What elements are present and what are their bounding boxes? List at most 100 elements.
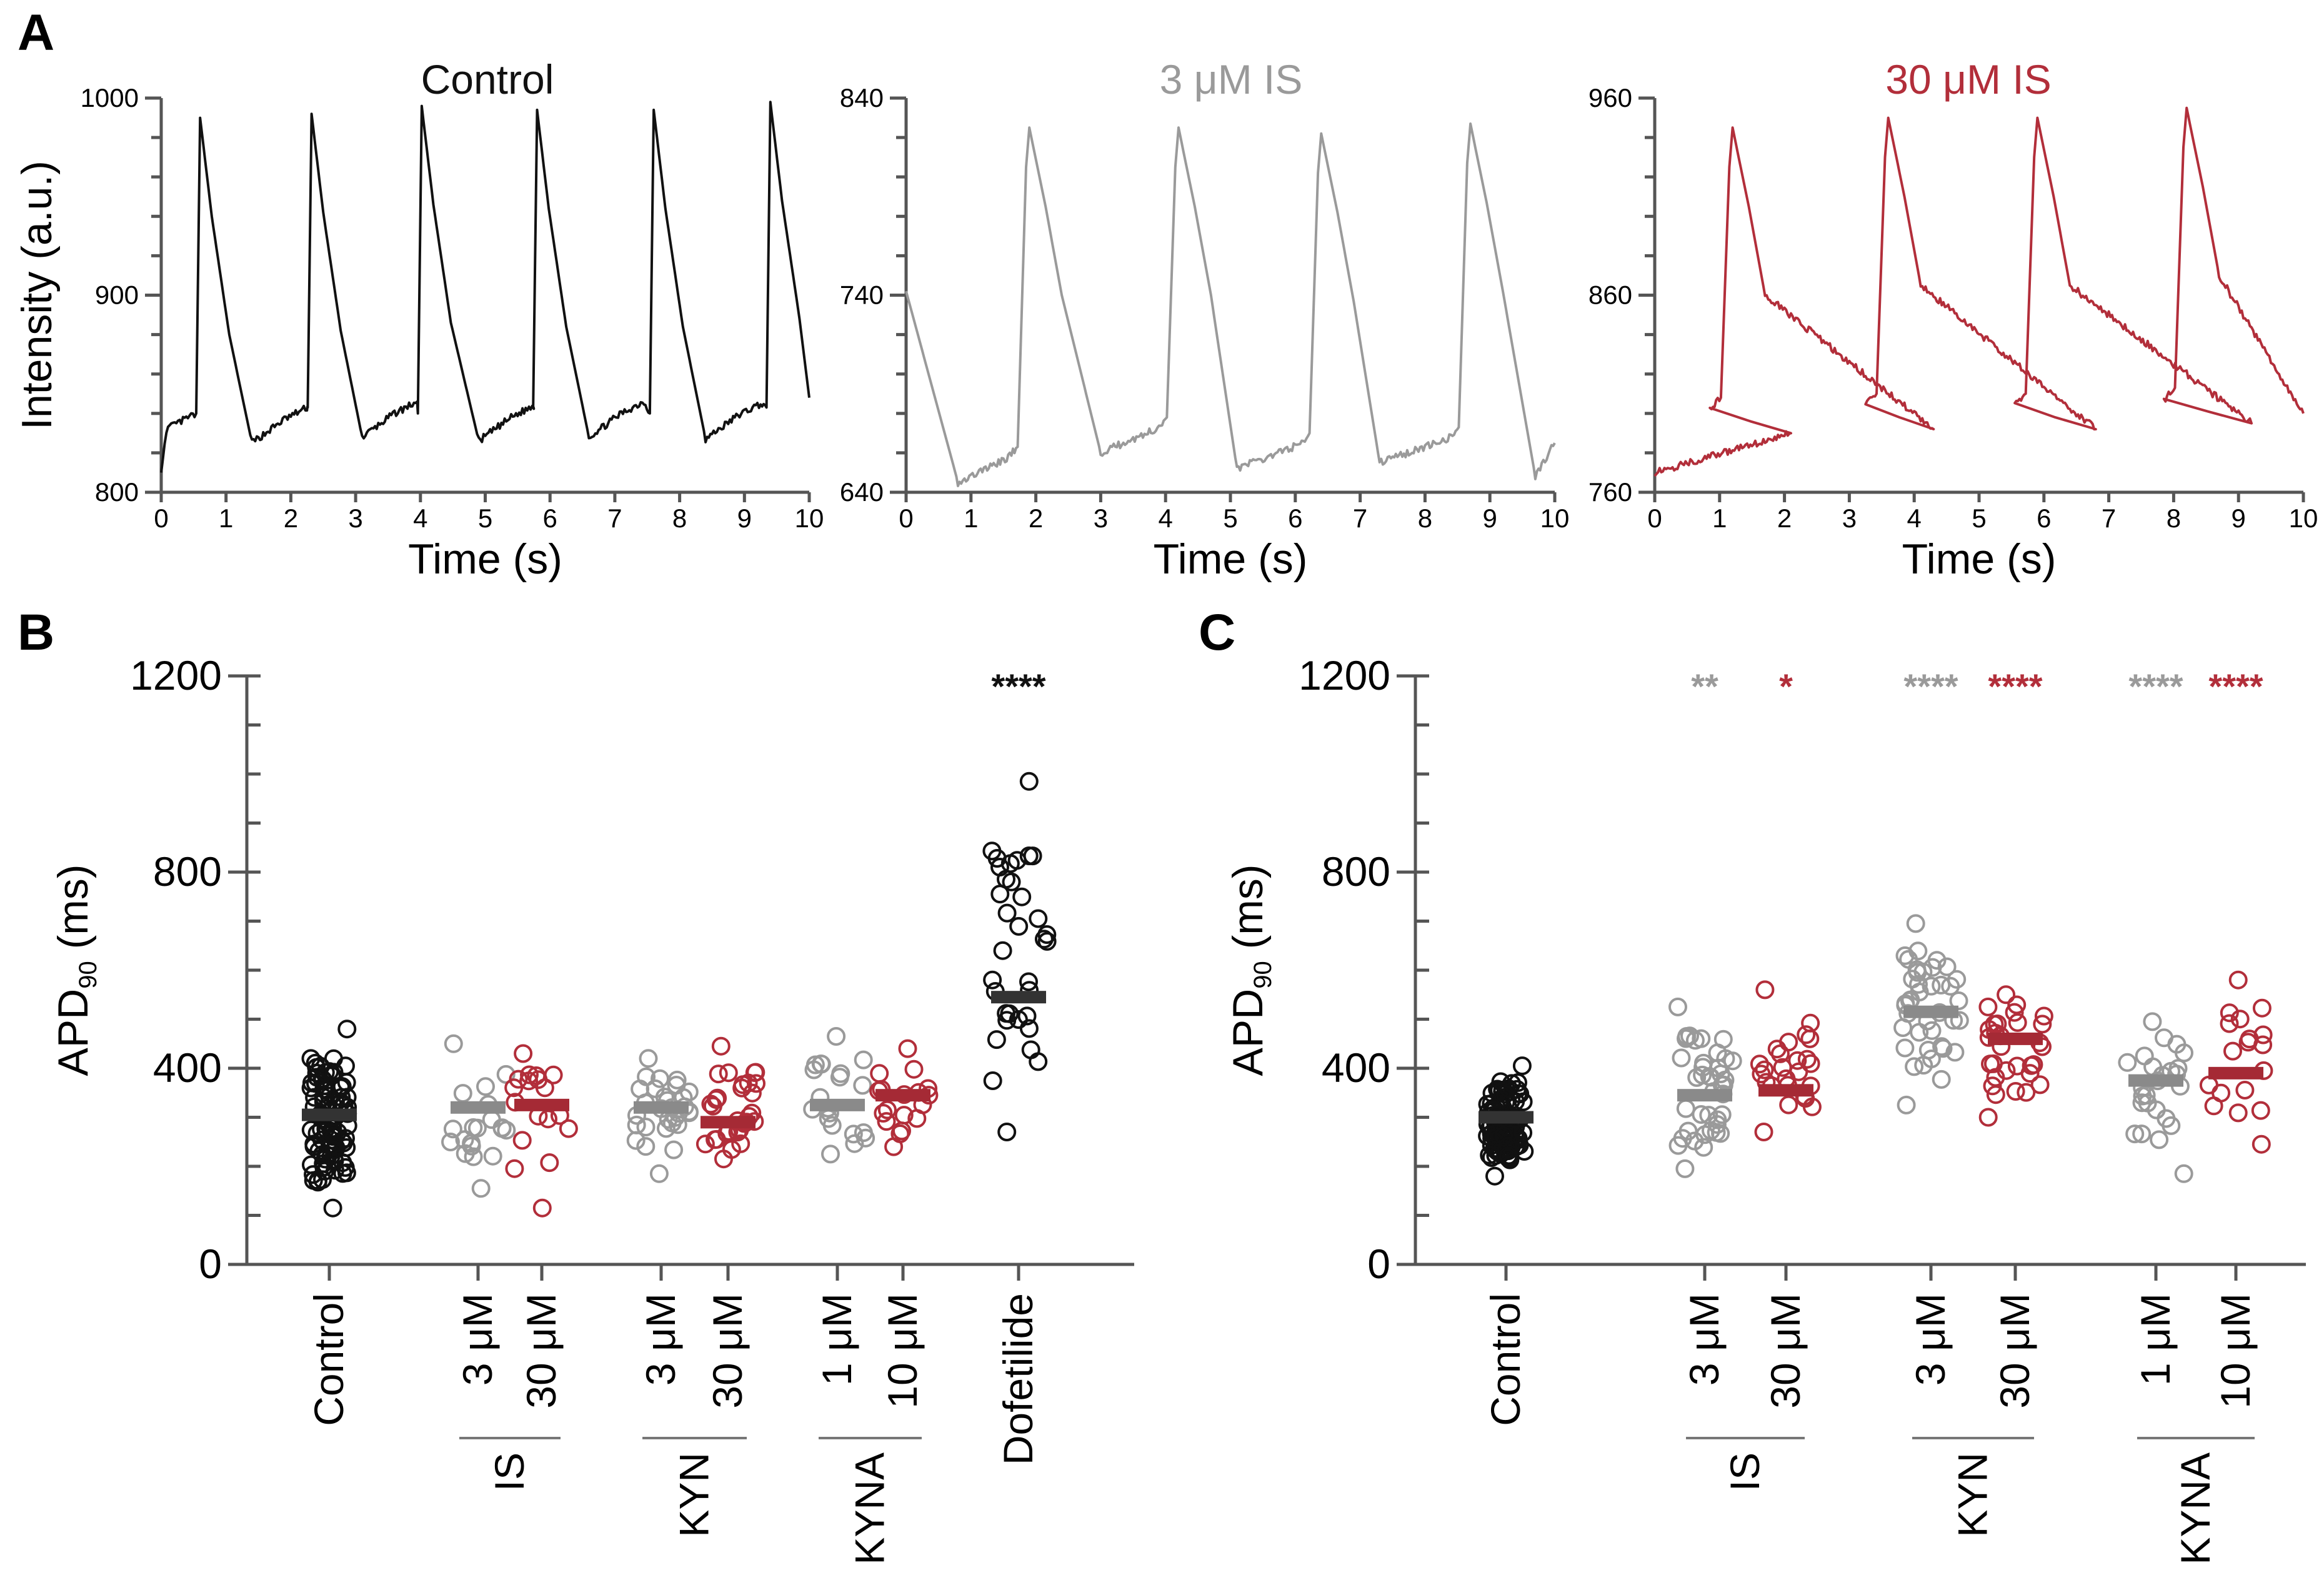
data-point — [1023, 846, 1042, 866]
data-point — [1988, 1015, 2007, 1033]
data-point — [1510, 1136, 1529, 1154]
data-point — [2220, 1003, 2239, 1023]
data-point — [1797, 1050, 1817, 1069]
data-point — [482, 1110, 501, 1129]
data-point — [324, 1063, 344, 1082]
data-point — [1908, 963, 1927, 982]
data-point — [1932, 975, 1951, 995]
mean-bar — [302, 1108, 357, 1121]
data-point — [870, 1064, 889, 1083]
data-point — [306, 1053, 325, 1073]
category-label: 1 μM — [814, 1293, 860, 1386]
data-point — [1755, 980, 1775, 1000]
x-tick-label: 8 — [2167, 504, 2181, 533]
y-axis-title: Intensity (a.u.) — [13, 161, 61, 430]
y-tick-label: 960 — [1588, 83, 1632, 112]
mean-bar — [1758, 1084, 1813, 1097]
data-point — [476, 1077, 495, 1096]
data-point — [1021, 1040, 1040, 1059]
data-point — [1692, 1105, 1711, 1124]
data-point — [1908, 941, 1928, 961]
data-point — [1981, 1055, 2000, 1074]
y-axis-title-main: APD — [49, 989, 97, 1076]
x-tick-label: 3 — [1842, 504, 1857, 533]
data-point — [443, 1119, 462, 1139]
data-point — [997, 903, 1017, 923]
data-point — [707, 1129, 726, 1149]
y-tick-label: 740 — [840, 280, 884, 310]
mean-bar — [1479, 1111, 1534, 1124]
data-point — [892, 1121, 911, 1141]
data-point — [324, 1049, 343, 1068]
data-point — [514, 1044, 533, 1063]
data-point — [1019, 772, 1039, 791]
group-label: KYNA — [847, 1452, 893, 1565]
data-point — [831, 1064, 850, 1083]
data-point — [456, 1144, 475, 1163]
group-label: KYNA — [2172, 1452, 2218, 1565]
data-point — [302, 1155, 321, 1174]
data-point — [657, 1119, 676, 1138]
data-point — [1800, 1029, 1820, 1048]
data-point — [1668, 997, 1687, 1016]
x-tick-label: 10 — [1540, 504, 1570, 533]
data-point — [1685, 1131, 1704, 1151]
y-tick-label: 800 — [95, 477, 139, 507]
x-tick-label: 6 — [2037, 504, 2051, 533]
data-point — [1750, 1055, 1769, 1074]
data-point — [464, 1147, 483, 1166]
data-point — [805, 1055, 825, 1074]
trace-title: 3 μM IS — [1160, 56, 1303, 102]
data-point — [1755, 1060, 1774, 1079]
x-tick-label: 10 — [795, 504, 824, 533]
data-point — [323, 1198, 342, 1218]
data-point — [504, 1078, 524, 1098]
data-point — [1983, 1076, 2002, 1096]
data-point — [1927, 951, 1947, 970]
y-tick-label: 640 — [840, 477, 884, 507]
data-point — [1932, 1037, 1952, 1056]
category-label: 30 μM — [1762, 1293, 1808, 1409]
y-tick-label: 0 — [199, 1241, 222, 1287]
data-point — [2253, 1035, 2273, 1055]
data-point — [982, 841, 1002, 861]
data-point — [1019, 1019, 1039, 1038]
data-point — [316, 1081, 336, 1100]
data-point — [1491, 1072, 1510, 1091]
data-point — [544, 1065, 563, 1084]
category-label: 3 μM — [637, 1293, 684, 1386]
data-point — [639, 1049, 658, 1068]
apd90-scatter-plot-b: 0 400 800 1200 APD90 (ms) Control 3 μM 30 μM 3 μ… — [49, 652, 1134, 1565]
data-point — [733, 1075, 752, 1094]
y-tick-label: 400 — [153, 1045, 222, 1091]
significance-stars: **** — [2128, 667, 2183, 706]
data-point — [853, 1076, 872, 1095]
data-point — [1009, 916, 1029, 936]
data-point — [679, 1082, 699, 1101]
data-point — [2251, 1101, 2270, 1120]
data-point — [1672, 1048, 1691, 1068]
data-point — [997, 1123, 1017, 1141]
data-point — [1933, 1039, 1953, 1058]
mean-bar — [1988, 1032, 2043, 1045]
data-point — [444, 1034, 463, 1053]
category-label: 30 μM — [704, 1293, 751, 1409]
data-point — [325, 1151, 344, 1171]
data-point — [1019, 846, 1039, 865]
data-point — [2147, 1100, 2166, 1119]
x-tick-label: 5 — [1223, 504, 1237, 533]
data-point — [2155, 1028, 2173, 1048]
data-point — [1029, 909, 1048, 928]
data-point — [1711, 1064, 1730, 1083]
trace-plot-3um-is: 0 1 2 3 4 5 6 7 8 9 10 640 740 840 Time (s) 3 μM IS — [840, 56, 1569, 583]
data-point — [636, 1118, 656, 1137]
data-point — [719, 1063, 738, 1083]
data-point — [856, 1128, 875, 1148]
data-point — [2253, 1025, 2273, 1045]
significance-stars: **** — [1988, 667, 2042, 706]
y-tick-label: 1200 — [130, 652, 222, 698]
data-point — [540, 1153, 559, 1173]
data-point — [746, 1063, 766, 1082]
category-label: 10 μM — [879, 1293, 925, 1409]
